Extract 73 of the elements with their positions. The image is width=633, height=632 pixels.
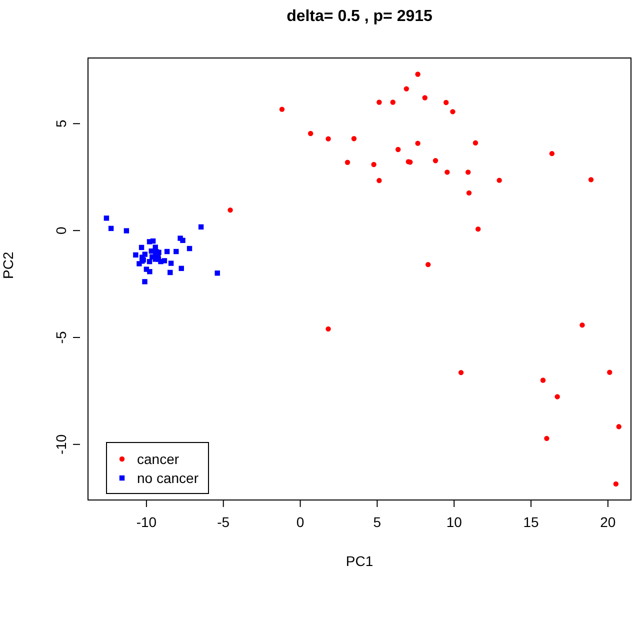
x-tick-label: -5 (217, 514, 230, 530)
legend-label: no cancer (137, 470, 198, 486)
x-axis-title: PC1 (346, 553, 374, 569)
point (146, 258, 152, 264)
point (415, 72, 420, 77)
y-tick-label: -5 (53, 331, 69, 344)
point (150, 238, 156, 244)
point (422, 95, 428, 100)
point (308, 130, 314, 136)
point (326, 326, 331, 332)
point (426, 262, 431, 268)
point (136, 261, 142, 266)
point (613, 481, 619, 487)
point (104, 216, 110, 221)
point (432, 158, 438, 164)
x-tick-label: 15 (523, 514, 540, 530)
point (198, 224, 204, 230)
point (168, 260, 174, 266)
legend-label: cancer (137, 450, 180, 466)
point (148, 248, 154, 254)
x-tick-label: -10 (136, 514, 157, 530)
point (371, 162, 376, 168)
point (444, 170, 450, 175)
y-axis-title: PC2 (0, 252, 16, 279)
x-tick-label: 5 (373, 514, 382, 530)
point (124, 228, 130, 234)
point (450, 109, 456, 114)
point (554, 394, 560, 400)
point (540, 378, 546, 383)
point (279, 106, 285, 112)
point (351, 136, 357, 142)
point (588, 177, 594, 182)
point (174, 248, 179, 254)
point (476, 226, 481, 232)
point (326, 136, 331, 142)
point (472, 140, 478, 146)
point (142, 279, 148, 284)
point (607, 370, 612, 375)
point (147, 269, 152, 274)
point (580, 322, 585, 328)
point (344, 160, 350, 165)
x-tick-label: 10 (446, 514, 462, 530)
point (616, 424, 622, 430)
point (228, 207, 233, 213)
point (214, 270, 220, 276)
x-tick-label: 20 (600, 514, 616, 530)
point (390, 100, 396, 105)
point (549, 150, 555, 156)
y-tick-label: 5 (53, 120, 69, 128)
point (466, 170, 471, 175)
point (466, 190, 472, 196)
point (544, 436, 550, 442)
point (158, 258, 164, 264)
point (178, 266, 184, 272)
point (108, 226, 114, 232)
point (396, 146, 401, 152)
point (168, 270, 173, 276)
point (444, 100, 449, 106)
point (186, 246, 192, 252)
point (404, 86, 410, 92)
point (496, 178, 502, 183)
point (180, 238, 186, 244)
y-tick-label: -10 (53, 434, 69, 455)
y-tick-label: 0 (53, 226, 69, 234)
point (458, 370, 464, 376)
point (376, 178, 382, 184)
point (164, 248, 170, 254)
point (133, 252, 138, 258)
point (138, 244, 144, 250)
point (376, 100, 382, 105)
point (415, 140, 420, 146)
chart-title: delta= 0.5 , p= 2915 (286, 8, 434, 26)
x-tick-label: 0 (296, 514, 304, 530)
